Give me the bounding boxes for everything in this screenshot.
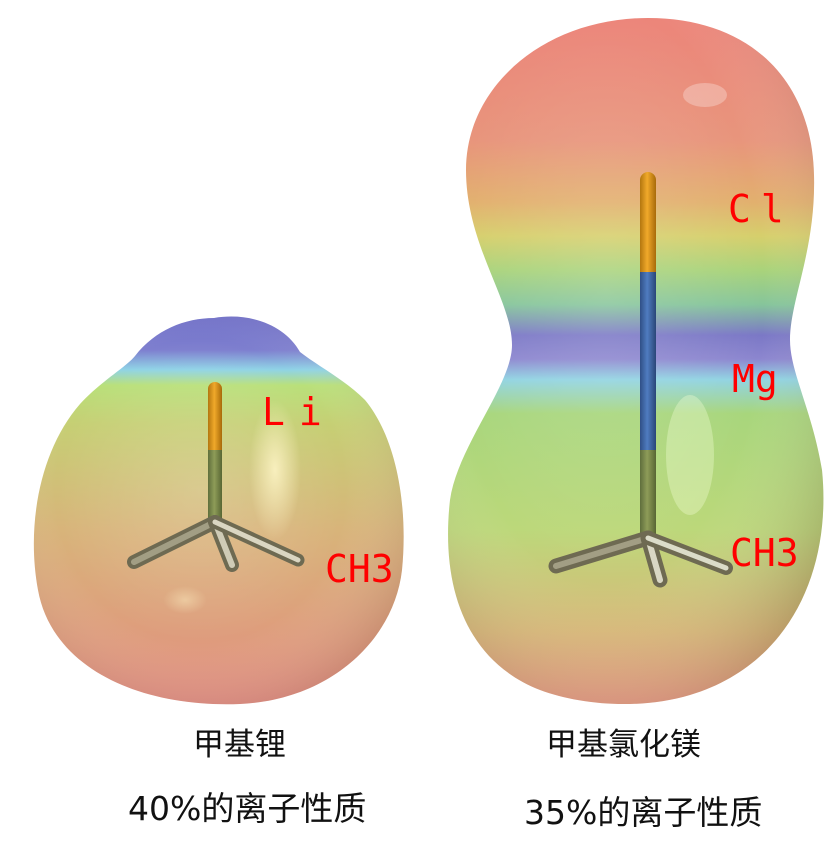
methylmagnesium-chloride-name: 甲基氯化镁 [546,727,701,763]
methyllithium-ionic-character: 40%的离子性质 [128,789,367,828]
atom-label-mg: Mg [732,357,778,401]
methyllithium-name: 甲基锂 [193,727,286,763]
atom-label-li: Li [262,390,336,434]
methyllithium-bond-model [127,382,305,572]
methylmagnesium-chloride-bond-model [548,172,733,588]
atom-label-ch3-right: CH3 [730,531,799,575]
methylmagnesium-chloride-surface [448,18,824,705]
methylmagnesium-chloride-ionic-character: 35%的离子性质 [524,793,763,832]
atom-label-ch3-left: CH3 [325,547,394,591]
atom-label-cl: Cl [728,187,794,231]
